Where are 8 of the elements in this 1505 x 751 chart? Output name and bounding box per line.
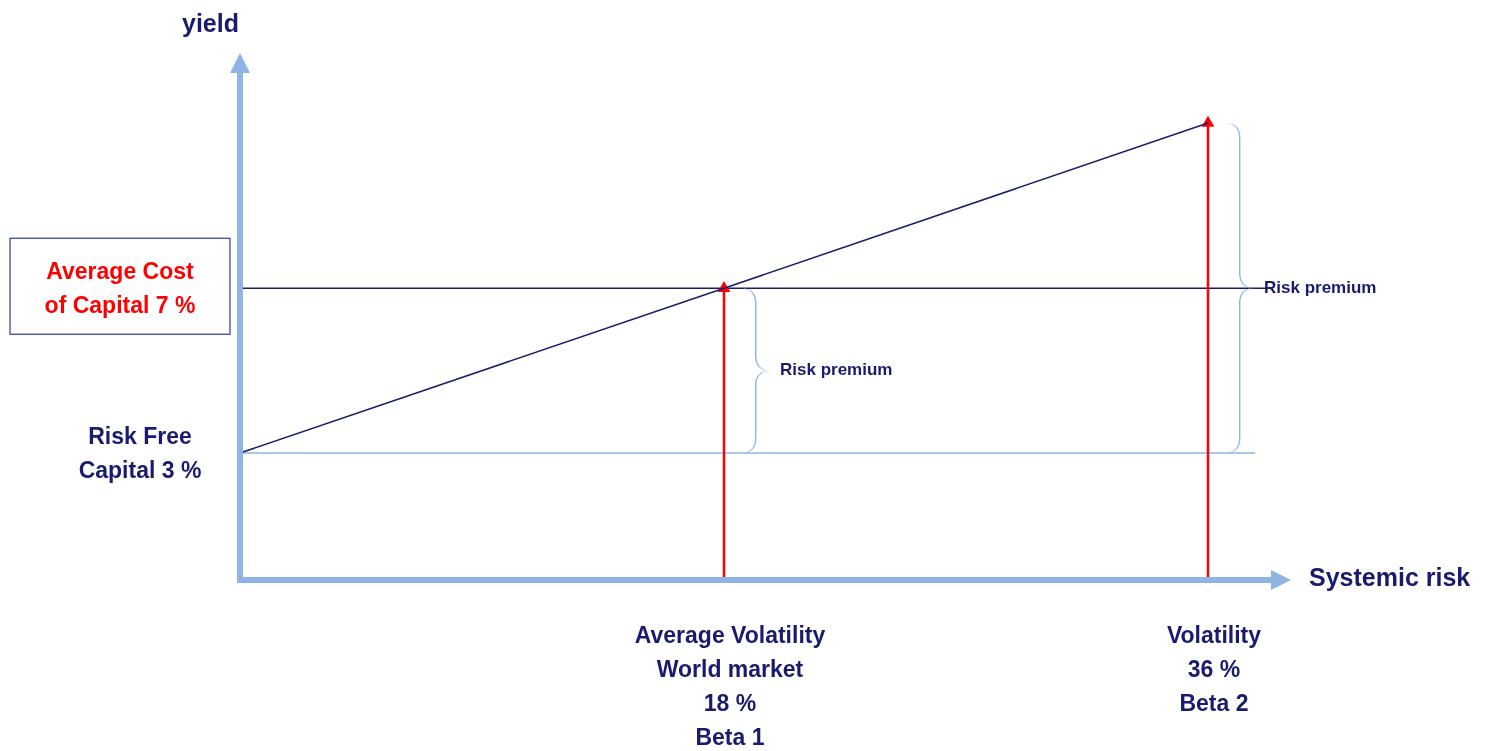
x-tick-label: Average Volatility World market 18 % Beta 1 — [634, 622, 826, 750]
y-axis-title: yield — [182, 9, 239, 37]
ref-line-label: Average Cost of Capital 7 % — [44, 258, 196, 319]
x-tick-label: Volatility 36 % Beta 2 — [1166, 622, 1262, 716]
annotation: Risk premium — [780, 360, 893, 380]
x-axis-title: Systemic risk — [1309, 562, 1471, 591]
ref-line-label: Risk Free Capital 3 % — [78, 423, 202, 484]
annotation: Risk premium — [1264, 277, 1377, 297]
